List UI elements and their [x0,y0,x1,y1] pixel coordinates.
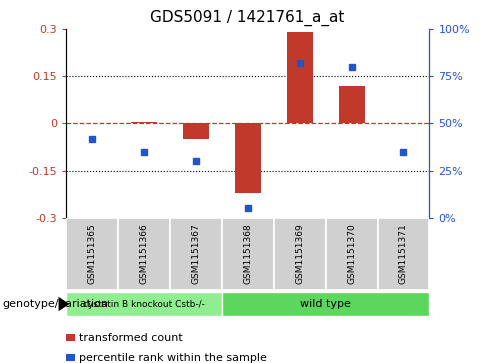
Bar [66,218,118,290]
Text: cystatin B knockout Cstb-/-: cystatin B knockout Cstb-/- [83,299,205,309]
Text: wild type: wild type [300,299,351,309]
Text: percentile rank within the sample: percentile rank within the sample [79,352,266,363]
Bar [170,218,222,290]
Text: GSM1151366: GSM1151366 [139,224,148,285]
Text: genotype/variation: genotype/variation [2,299,108,309]
Text: GSM1151370: GSM1151370 [347,224,356,285]
Polygon shape [59,297,69,311]
Bar [325,218,378,290]
Text: transformed count: transformed count [79,333,183,343]
Bar [66,292,222,316]
Bar [118,218,170,290]
Text: GSM1151368: GSM1151368 [243,224,252,285]
Bar [274,218,325,290]
Bar [131,122,157,123]
Text: GSM1151371: GSM1151371 [399,224,408,285]
Bar [222,218,274,290]
Bar [183,123,209,139]
Bar [286,32,313,123]
Bar [222,292,429,316]
Bar [339,86,365,123]
Title: GDS5091 / 1421761_a_at: GDS5091 / 1421761_a_at [150,10,345,26]
Text: GSM1151369: GSM1151369 [295,224,304,285]
Bar [378,218,429,290]
Text: GSM1151365: GSM1151365 [87,224,96,285]
Bar [235,123,261,193]
Text: GSM1151367: GSM1151367 [191,224,200,285]
